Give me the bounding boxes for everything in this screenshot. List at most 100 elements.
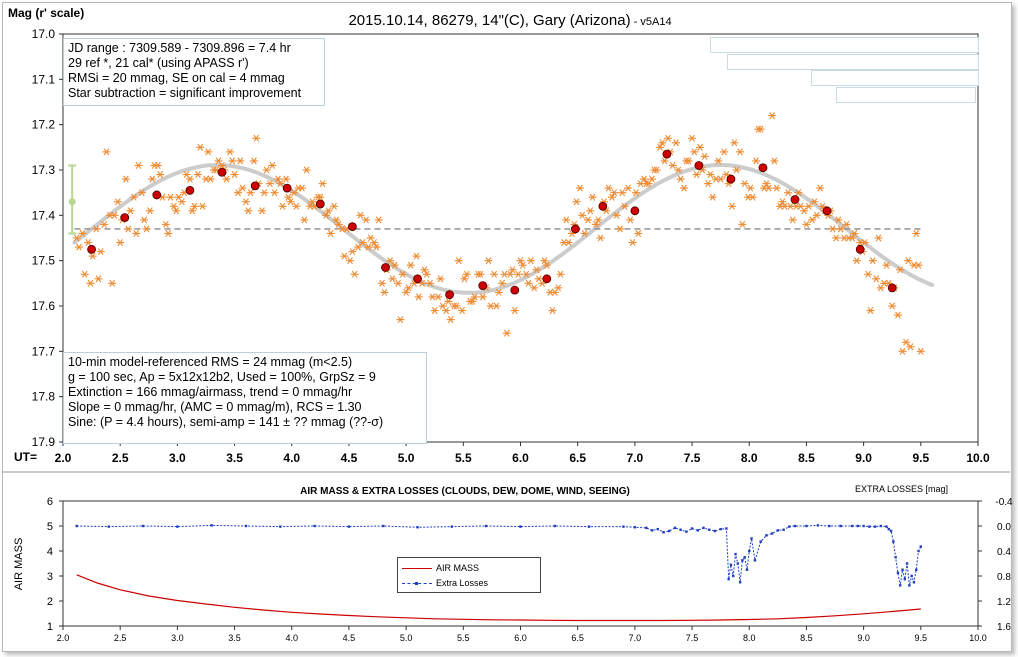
observation-stroke — [705, 180, 711, 188]
observation-stroke — [829, 225, 836, 233]
losses-y-tick-label: 1.6 — [997, 622, 1011, 633]
observation-point — [810, 198, 819, 206]
extra-losses-point — [107, 525, 110, 528]
observation-point — [348, 248, 357, 256]
observation-point — [612, 211, 621, 219]
observation-stroke — [635, 229, 642, 237]
airmass-legend: AIR MASS Extra Losses — [397, 557, 541, 593]
airmass-y-tick-label: 1 — [47, 621, 53, 633]
binned-point — [282, 183, 292, 193]
observation-point — [286, 198, 295, 206]
observation-point — [738, 220, 747, 228]
observation-stroke — [387, 257, 393, 265]
extra-losses-point — [782, 528, 785, 531]
observation-point — [608, 193, 616, 201]
observation-stroke — [653, 166, 660, 174]
observation-stroke — [603, 207, 610, 215]
observation-point — [404, 284, 413, 292]
observation-stroke — [103, 148, 110, 156]
observation-point — [794, 189, 803, 197]
extra-losses-point — [313, 524, 316, 528]
observation-stroke — [117, 239, 124, 247]
losses-y-tick-label: -0.4 — [995, 497, 1013, 508]
observation-stroke — [363, 216, 369, 224]
observation-point — [882, 261, 891, 269]
observation-stroke — [487, 302, 494, 310]
observation-point — [502, 329, 511, 337]
extra-losses-point — [738, 581, 742, 584]
observation-stroke — [587, 207, 594, 215]
observation-stroke — [389, 275, 396, 283]
extra-losses-point — [885, 525, 888, 528]
observation-point — [494, 288, 503, 296]
observation-point — [498, 279, 507, 287]
observation-point — [86, 279, 95, 287]
observation-point — [736, 148, 745, 156]
observation-stroke — [899, 347, 906, 355]
observation-stroke — [811, 198, 818, 206]
observation-stroke — [373, 243, 380, 251]
observation-point — [656, 143, 665, 151]
observation-point — [620, 202, 629, 210]
observation-stroke — [619, 189, 626, 197]
extra-losses-point — [729, 563, 733, 566]
observation-stroke — [609, 193, 615, 201]
observation-point — [802, 220, 811, 228]
observation-stroke — [309, 198, 316, 206]
airmass-x-tick-label: 6.0 — [514, 633, 527, 643]
extra-losses-point — [856, 524, 860, 528]
observation-stroke — [319, 180, 326, 188]
observation-point — [664, 134, 673, 142]
observation-stroke — [279, 202, 286, 210]
extra-losses-point — [662, 531, 665, 534]
losses-y-tick-label: 0.8 — [997, 572, 1011, 583]
observation-stroke — [509, 266, 516, 274]
legend-label: AIR MASS — [436, 562, 480, 573]
observation-stroke — [331, 202, 337, 210]
observation-point — [746, 184, 755, 192]
observation-point — [562, 216, 571, 224]
airmass-y-tick-label: 5 — [47, 521, 53, 533]
observation-stroke — [709, 193, 716, 201]
observation-stroke — [107, 211, 113, 219]
observation-stroke — [173, 207, 180, 215]
observation-point — [484, 257, 493, 265]
observation-stroke — [501, 270, 508, 278]
observation-stroke — [793, 202, 799, 210]
observation-point — [888, 302, 897, 310]
observation-stroke — [365, 243, 372, 251]
observation-stroke — [333, 216, 340, 224]
extra-losses-point — [176, 525, 179, 528]
observation-point — [196, 143, 205, 151]
observation-stroke — [143, 225, 150, 233]
observation-stroke — [171, 202, 177, 210]
binned-point — [445, 290, 454, 300]
observation-stroke — [203, 175, 209, 183]
extra-losses-point — [770, 532, 774, 535]
observation-stroke — [127, 207, 134, 215]
observation-point — [452, 302, 461, 310]
losses-y-tick-label: 0.0 — [997, 522, 1011, 533]
observation-point — [278, 202, 287, 210]
observation-stroke — [81, 270, 88, 278]
observation-stroke — [803, 220, 810, 228]
observation-stroke — [857, 239, 864, 247]
observation-point — [302, 166, 311, 174]
extra-losses-point — [896, 571, 900, 575]
observation-stroke — [133, 229, 140, 237]
airmass-x-tick-label: 9.5 — [915, 633, 928, 643]
observation-point — [166, 193, 175, 201]
observation-point — [674, 166, 683, 174]
binned-point — [87, 244, 96, 254]
extra-losses-point — [850, 524, 854, 528]
extra-losses-point — [828, 524, 831, 528]
observation-stroke — [335, 220, 342, 228]
observation-point — [770, 157, 779, 165]
observation-stroke — [95, 275, 102, 283]
observation-stroke — [785, 189, 791, 197]
observation-point — [852, 257, 861, 265]
observation-stroke — [357, 211, 364, 219]
observation-point — [756, 125, 765, 133]
observation-point — [906, 343, 915, 351]
observation-stroke — [421, 266, 428, 274]
